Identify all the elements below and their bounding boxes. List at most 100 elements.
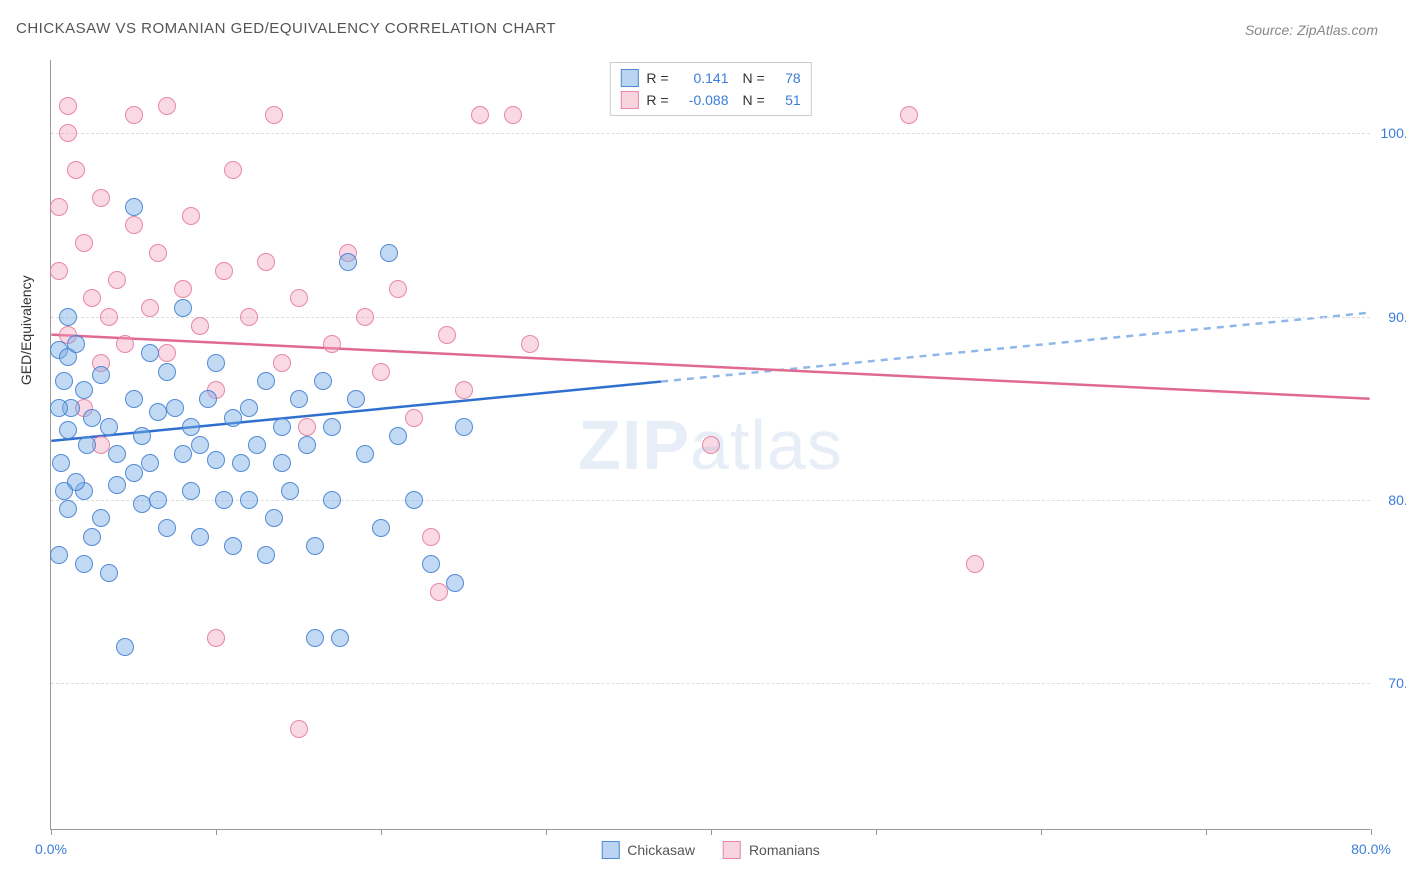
x-tick bbox=[711, 829, 712, 835]
scatter-point bbox=[240, 308, 258, 326]
scatter-point bbox=[59, 308, 77, 326]
scatter-point bbox=[430, 583, 448, 601]
scatter-point bbox=[323, 418, 341, 436]
scatter-point bbox=[224, 409, 242, 427]
scatter-point bbox=[257, 253, 275, 271]
legend-swatch-pink bbox=[620, 91, 638, 109]
scatter-point bbox=[141, 344, 159, 362]
y-tick-label: 80.0% bbox=[1388, 492, 1406, 508]
legend-row-chickasaw: R = 0.141 N = 78 bbox=[620, 67, 800, 89]
scatter-point bbox=[240, 491, 258, 509]
scatter-point bbox=[191, 436, 209, 454]
legend-bottom: Chickasaw Romanians bbox=[601, 841, 820, 859]
scatter-point bbox=[52, 454, 70, 472]
scatter-point bbox=[405, 409, 423, 427]
scatter-point bbox=[50, 546, 68, 564]
gridline bbox=[51, 133, 1370, 134]
scatter-point bbox=[141, 454, 159, 472]
scatter-point bbox=[92, 509, 110, 527]
scatter-point bbox=[900, 106, 918, 124]
scatter-point bbox=[248, 436, 266, 454]
scatter-point bbox=[59, 421, 77, 439]
scatter-point bbox=[389, 280, 407, 298]
scatter-point bbox=[224, 161, 242, 179]
scatter-point bbox=[380, 244, 398, 262]
scatter-point bbox=[273, 354, 291, 372]
scatter-point bbox=[422, 528, 440, 546]
scatter-point bbox=[306, 629, 324, 647]
x-tick bbox=[51, 829, 52, 835]
scatter-point bbox=[339, 253, 357, 271]
legend-swatch-blue bbox=[601, 841, 619, 859]
scatter-point bbox=[966, 555, 984, 573]
scatter-point bbox=[306, 537, 324, 555]
scatter-point bbox=[83, 409, 101, 427]
scatter-point bbox=[224, 537, 242, 555]
scatter-point bbox=[298, 436, 316, 454]
scatter-point bbox=[215, 262, 233, 280]
scatter-point bbox=[100, 308, 118, 326]
scatter-point bbox=[207, 354, 225, 372]
scatter-point bbox=[75, 234, 93, 252]
legend-item-romanians: Romanians bbox=[723, 841, 820, 859]
scatter-point bbox=[405, 491, 423, 509]
plot-area: ZIPatlas R = 0.141 N = 78 R = -0.088 N =… bbox=[50, 60, 1370, 830]
scatter-point bbox=[446, 574, 464, 592]
scatter-point bbox=[125, 390, 143, 408]
x-tick-label: 80.0% bbox=[1351, 841, 1391, 857]
x-tick bbox=[216, 829, 217, 835]
trend-line bbox=[51, 335, 1369, 399]
x-tick bbox=[546, 829, 547, 835]
gridline bbox=[51, 683, 1370, 684]
y-axis-label: GED/Equivalency bbox=[18, 275, 34, 385]
scatter-point bbox=[257, 372, 275, 390]
scatter-point bbox=[116, 335, 134, 353]
scatter-point bbox=[182, 482, 200, 500]
scatter-point bbox=[182, 418, 200, 436]
r-value-chickasaw: 0.141 bbox=[677, 70, 729, 86]
scatter-point bbox=[331, 629, 349, 647]
scatter-point bbox=[182, 207, 200, 225]
legend-item-chickasaw: Chickasaw bbox=[601, 841, 695, 859]
scatter-point bbox=[356, 308, 374, 326]
r-value-romanians: -0.088 bbox=[677, 92, 729, 108]
scatter-point bbox=[422, 555, 440, 573]
x-tick bbox=[876, 829, 877, 835]
chart-title: CHICKASAW VS ROMANIAN GED/EQUIVALENCY CO… bbox=[16, 20, 556, 37]
scatter-point bbox=[323, 335, 341, 353]
scatter-point bbox=[199, 390, 217, 408]
scatter-point bbox=[125, 106, 143, 124]
y-tick-label: 90.0% bbox=[1388, 309, 1406, 325]
x-tick bbox=[381, 829, 382, 835]
scatter-point bbox=[50, 399, 68, 417]
scatter-point bbox=[50, 198, 68, 216]
scatter-point bbox=[240, 399, 258, 417]
scatter-point bbox=[158, 363, 176, 381]
scatter-point bbox=[298, 418, 316, 436]
scatter-point bbox=[108, 271, 126, 289]
scatter-point bbox=[191, 528, 209, 546]
scatter-point bbox=[125, 216, 143, 234]
scatter-point bbox=[265, 509, 283, 527]
source-attribution: Source: ZipAtlas.com bbox=[1245, 22, 1378, 38]
scatter-point bbox=[389, 427, 407, 445]
legend-label-romanians: Romanians bbox=[749, 842, 820, 858]
scatter-point bbox=[133, 495, 151, 513]
n-label: N = bbox=[743, 92, 765, 108]
scatter-point bbox=[125, 464, 143, 482]
scatter-point bbox=[75, 381, 93, 399]
scatter-point bbox=[215, 491, 233, 509]
scatter-point bbox=[273, 418, 291, 436]
scatter-point bbox=[455, 418, 473, 436]
scatter-point bbox=[50, 262, 68, 280]
scatter-point bbox=[521, 335, 539, 353]
scatter-point bbox=[372, 519, 390, 537]
y-tick-label: 100.0% bbox=[1381, 125, 1406, 141]
scatter-point bbox=[100, 564, 118, 582]
trend-line bbox=[661, 313, 1370, 382]
scatter-point bbox=[108, 476, 126, 494]
x-tick bbox=[1041, 829, 1042, 835]
scatter-point bbox=[174, 445, 192, 463]
scatter-point bbox=[290, 390, 308, 408]
legend-correlation-box: R = 0.141 N = 78 R = -0.088 N = 51 bbox=[609, 62, 811, 116]
